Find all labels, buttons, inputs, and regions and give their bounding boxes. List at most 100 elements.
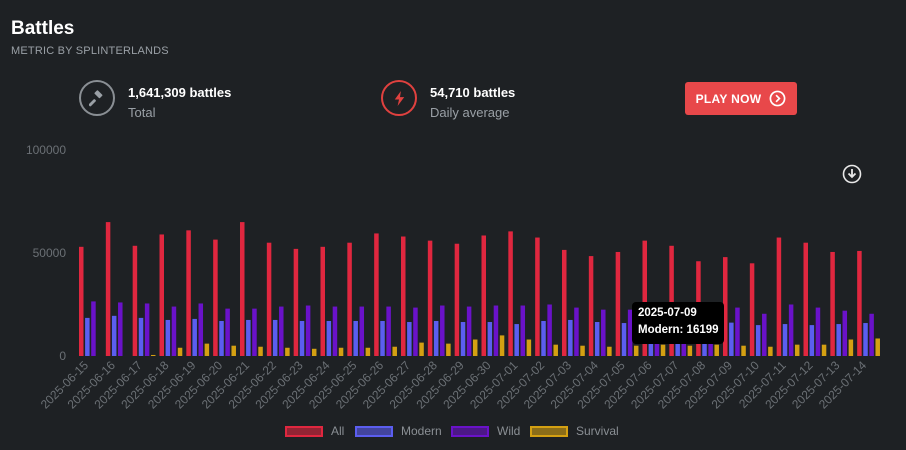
- bar-wild-2025-06-20[interactable]: [225, 308, 230, 356]
- bar-all-2025-07-11[interactable]: [776, 237, 782, 356]
- bar-all-2025-06-26[interactable]: [374, 233, 379, 356]
- bar-all-2025-06-22[interactable]: [266, 242, 272, 356]
- bar-all-2025-07-04[interactable]: [588, 256, 594, 356]
- bar-modern-2025-07-10[interactable]: [755, 325, 761, 356]
- bar-survival-2025-07-13[interactable]: [848, 339, 854, 356]
- bar-wild-2025-07-12[interactable]: [815, 307, 821, 356]
- bar-wild-2025-06-30[interactable]: [493, 305, 499, 356]
- bar-modern-2025-06-18[interactable]: [165, 319, 171, 356]
- bar-modern-2025-07-04[interactable]: [594, 322, 600, 356]
- bar-all-2025-07-12[interactable]: [803, 242, 809, 356]
- bar-wild-2025-06-16[interactable]: [118, 302, 123, 356]
- bar-all-2025-07-06[interactable]: [642, 240, 648, 356]
- bar-survival-2025-07-04[interactable]: [607, 346, 612, 356]
- bar-all-2025-06-27[interactable]: [401, 236, 406, 356]
- bar-wild-2025-07-02[interactable]: [547, 304, 552, 357]
- bar-modern-2025-06-20[interactable]: [219, 320, 224, 356]
- bar-survival-2025-06-19[interactable]: [204, 343, 210, 356]
- bar-survival-2025-06-25[interactable]: [365, 347, 371, 356]
- bar-modern-2025-06-27[interactable]: [407, 322, 412, 356]
- bar-modern-2025-07-14[interactable]: [863, 323, 868, 356]
- bar-modern-2025-06-30[interactable]: [487, 322, 493, 356]
- bar-wild-2025-07-04[interactable]: [601, 309, 606, 356]
- bar-survival-2025-06-29[interactable]: [472, 339, 478, 356]
- bar-wild-2025-06-23[interactable]: [305, 305, 311, 356]
- bar-wild-2025-07-10[interactable]: [762, 313, 767, 356]
- bar-wild-2025-06-29[interactable]: [466, 306, 472, 356]
- bar-all-2025-06-25[interactable]: [347, 242, 352, 356]
- bar-wild-2025-07-01[interactable]: [520, 305, 526, 356]
- bar-all-2025-06-16[interactable]: [105, 222, 111, 356]
- bar-all-2025-06-24[interactable]: [320, 246, 326, 356]
- bar-wild-2025-06-27[interactable]: [413, 307, 418, 356]
- bar-all-2025-07-05[interactable]: [615, 251, 621, 356]
- bar-modern-2025-06-21[interactable]: [246, 319, 251, 356]
- bar-survival-2025-07-03[interactable]: [580, 345, 585, 356]
- bar-survival-2025-06-17[interactable]: [150, 354, 156, 356]
- bar-modern-2025-06-25[interactable]: [353, 320, 358, 356]
- bar-all-2025-07-14[interactable]: [857, 250, 862, 356]
- bar-all-2025-06-17[interactable]: [132, 245, 138, 356]
- bar-survival-2025-06-22[interactable]: [285, 347, 290, 356]
- bar-modern-2025-06-19[interactable]: [192, 318, 197, 356]
- bar-modern-2025-07-02[interactable]: [541, 320, 546, 356]
- bar-wild-2025-06-24[interactable]: [332, 306, 338, 356]
- bar-all-2025-06-19[interactable]: [186, 230, 191, 356]
- legend-item-wild[interactable]: Wild: [451, 424, 520, 438]
- bar-all-2025-07-13[interactable]: [830, 251, 835, 356]
- bar-survival-2025-07-09[interactable]: [741, 345, 746, 356]
- bar-all-2025-07-09[interactable]: [723, 257, 728, 356]
- bar-survival-2025-07-07[interactable]: [687, 345, 693, 356]
- bar-modern-2025-07-11[interactable]: [782, 324, 788, 356]
- bar-wild-2025-06-21[interactable]: [252, 308, 257, 356]
- bar-modern-2025-06-22[interactable]: [272, 319, 278, 356]
- bar-wild-2025-07-03[interactable]: [574, 307, 579, 356]
- bar-wild-2025-06-19[interactable]: [198, 303, 204, 356]
- bar-survival-2025-07-14[interactable]: [875, 338, 880, 356]
- bar-survival-2025-07-10[interactable]: [768, 346, 773, 356]
- download-icon[interactable]: [842, 164, 862, 184]
- bar-all-2025-06-30[interactable]: [481, 235, 487, 356]
- bar-all-2025-07-01[interactable]: [508, 231, 513, 356]
- play-now-button[interactable]: PLAY NOW: [685, 82, 797, 115]
- bar-modern-2025-07-09[interactable]: [729, 322, 734, 356]
- bar-all-2025-06-29[interactable]: [454, 243, 460, 356]
- bar-all-2025-06-28[interactable]: [427, 240, 433, 356]
- bar-modern-2025-06-29[interactable]: [460, 322, 466, 356]
- bar-all-2025-06-21[interactable]: [240, 222, 245, 356]
- bar-modern-2025-07-12[interactable]: [809, 325, 815, 356]
- bar-modern-2025-06-15[interactable]: [85, 317, 90, 356]
- bar-all-2025-06-20[interactable]: [213, 239, 218, 356]
- bar-all-2025-07-03[interactable]: [562, 249, 567, 356]
- bar-wild-2025-06-28[interactable]: [440, 305, 445, 356]
- bar-survival-2025-06-20[interactable]: [231, 345, 236, 356]
- bar-modern-2025-06-17[interactable]: [138, 317, 144, 356]
- bar-wild-2025-06-25[interactable]: [359, 306, 365, 356]
- bar-survival-2025-07-05[interactable]: [633, 345, 639, 356]
- bar-all-2025-07-10[interactable]: [749, 263, 755, 356]
- bar-survival-2025-06-21[interactable]: [258, 346, 263, 356]
- bar-modern-2025-07-01[interactable]: [514, 324, 519, 356]
- bar-all-2025-06-15[interactable]: [79, 246, 84, 356]
- bar-wild-2025-06-17[interactable]: [144, 303, 150, 356]
- bar-wild-2025-07-09[interactable]: [735, 307, 740, 356]
- bar-survival-2025-06-23[interactable]: [311, 348, 317, 356]
- legend-item-all[interactable]: All: [285, 424, 344, 438]
- bar-survival-2025-07-12[interactable]: [821, 344, 827, 356]
- bar-all-2025-07-07[interactable]: [669, 245, 674, 356]
- bar-all-2025-06-18[interactable]: [159, 234, 165, 356]
- bar-survival-2025-06-30[interactable]: [499, 335, 505, 356]
- legend-item-survival[interactable]: Survival: [530, 424, 619, 438]
- bar-survival-2025-07-02[interactable]: [553, 344, 558, 356]
- bar-modern-2025-07-13[interactable]: [836, 324, 841, 356]
- bar-survival-2025-06-26[interactable]: [392, 346, 397, 356]
- bar-all-2025-06-23[interactable]: [293, 248, 299, 356]
- bar-wild-2025-07-14[interactable]: [869, 313, 874, 356]
- bar-modern-2025-07-03[interactable]: [568, 319, 573, 356]
- bar-survival-2025-07-08[interactable]: [714, 344, 719, 356]
- bar-survival-2025-06-18[interactable]: [177, 347, 183, 356]
- bar-survival-2025-06-28[interactable]: [446, 343, 451, 356]
- bar-survival-2025-07-06[interactable]: [660, 344, 666, 356]
- bar-wild-2025-06-18[interactable]: [171, 306, 177, 356]
- bar-wild-2025-07-13[interactable]: [842, 310, 848, 356]
